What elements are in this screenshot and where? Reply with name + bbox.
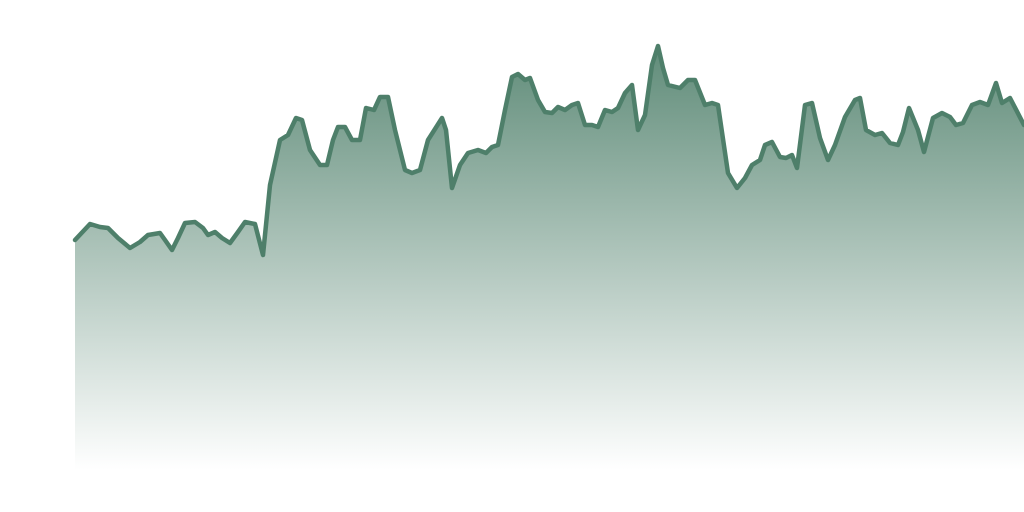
area-line (72, 43, 1024, 258)
area-fill (75, 46, 1024, 470)
